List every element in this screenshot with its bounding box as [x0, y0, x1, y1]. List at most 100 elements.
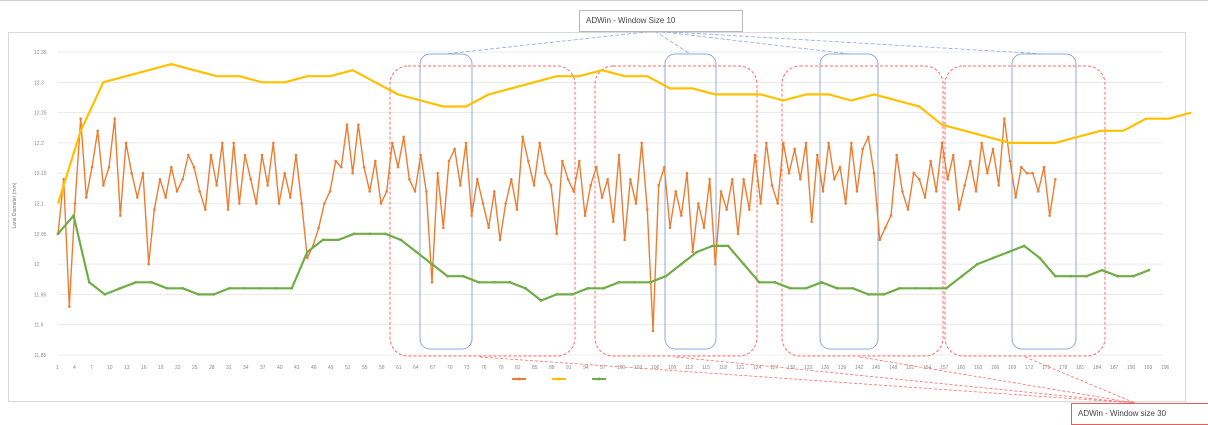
y-tick-label: 12.1	[34, 202, 44, 208]
series-1-point	[204, 208, 207, 211]
series-3-point	[119, 287, 122, 290]
x-tick-label: 127	[770, 365, 779, 371]
series-1-point	[663, 165, 666, 169]
series-1-point	[997, 184, 1000, 187]
x-tick-label: 70	[447, 365, 453, 371]
series-1-point	[1048, 214, 1051, 217]
series-1-point	[719, 190, 723, 193]
series-3-point	[945, 287, 948, 290]
series-1-point	[861, 147, 864, 151]
series-3-point	[384, 232, 387, 235]
y-tick-label: 12.2	[34, 141, 44, 147]
x-tick-label: 103	[634, 365, 643, 371]
series-1-point	[532, 184, 536, 187]
series-3-point	[835, 287, 839, 290]
series-1-point	[566, 177, 570, 181]
x-tick-label: 16	[141, 365, 147, 371]
series-1-point	[170, 165, 173, 169]
series-1-point	[827, 141, 830, 145]
series-3-point	[493, 281, 496, 284]
series-1-point	[844, 202, 847, 205]
series-1-point	[340, 165, 343, 169]
x-tick-label: 160	[957, 365, 966, 371]
series-1-point	[521, 135, 524, 139]
series-1-point	[442, 226, 445, 230]
series-1-point	[731, 177, 734, 181]
series-1-point	[238, 202, 241, 205]
series-1-point	[459, 184, 462, 187]
x-tick-label: 85	[532, 365, 538, 371]
series-1-point	[175, 190, 179, 193]
series-1-point	[980, 141, 983, 145]
series-1-point	[187, 153, 190, 157]
series-1-point	[283, 171, 286, 175]
series-3-point	[773, 281, 777, 284]
series-1-point	[991, 147, 995, 151]
series-1-point	[447, 159, 451, 163]
series-1-point	[623, 238, 626, 242]
series-1-point	[153, 208, 156, 211]
series-1-point	[714, 262, 717, 266]
series-1-point	[748, 208, 751, 211]
x-tick-label: 40	[277, 365, 283, 371]
x-tick-label: 169	[1008, 365, 1017, 371]
x-tick-label: 79	[498, 365, 504, 371]
x-tick-label: 187	[1110, 365, 1119, 371]
series-1-point	[379, 202, 383, 205]
series-3-point	[259, 287, 262, 290]
series-1-point	[725, 208, 728, 211]
x-tick-label: 133	[804, 365, 813, 371]
series-3-point	[586, 287, 590, 290]
series-1-point	[884, 226, 887, 230]
series-1-point	[963, 184, 966, 187]
y-axis-title: Lane Diameter (mm)	[12, 182, 18, 228]
series-1-point	[260, 153, 264, 157]
series-1-point	[243, 153, 247, 157]
series-1-point	[702, 226, 706, 230]
window-10-connector	[654, 30, 851, 55]
series-1-point	[895, 153, 898, 157]
x-tick-label: 184	[1093, 365, 1102, 371]
series-1-point	[453, 147, 456, 151]
series-3-point	[274, 287, 278, 290]
window-30-box	[781, 65, 944, 357]
series-1-point	[901, 190, 904, 193]
series-1-point	[578, 159, 581, 163]
window-10-box	[819, 53, 879, 350]
series-1-point	[147, 262, 150, 266]
series-3-point	[368, 232, 371, 235]
x-tick-label: 178	[1059, 365, 1068, 371]
series-1-point	[765, 141, 768, 145]
series-1-point	[96, 129, 99, 133]
series-3-point	[181, 287, 184, 290]
series-3-point	[539, 299, 543, 302]
series-3-point	[306, 250, 309, 254]
series-1-point	[680, 214, 683, 217]
series-1-point	[402, 135, 405, 139]
x-tick-label: 115	[702, 365, 710, 371]
series-1-point	[799, 177, 802, 181]
x-tick-label: 34	[243, 365, 249, 371]
window-10-callout: ADWin - Window Size 10	[579, 10, 743, 32]
y-tick-label: 12.05	[34, 232, 47, 238]
x-tick-label: 97	[600, 365, 606, 371]
series-1-point	[952, 153, 955, 157]
series-1-point	[1008, 159, 1012, 163]
series-1-point	[561, 159, 564, 163]
series-1-point	[929, 159, 932, 163]
y-tick-label: 11.95	[34, 292, 46, 298]
series-1-point	[272, 141, 275, 145]
series-3-point	[1085, 275, 1088, 278]
series-1-point	[90, 165, 94, 169]
series-1-point	[855, 190, 859, 193]
series-3-point	[150, 281, 153, 284]
series-1-point	[742, 177, 745, 181]
x-tick-label: 31	[226, 365, 232, 371]
x-tick-label: 91	[566, 365, 572, 371]
x-tick-label: 196	[1161, 365, 1170, 371]
series-2-line	[56, 62, 1192, 204]
series-1-point	[107, 165, 111, 169]
series-3-point	[617, 281, 621, 284]
series-1-point	[493, 190, 496, 193]
